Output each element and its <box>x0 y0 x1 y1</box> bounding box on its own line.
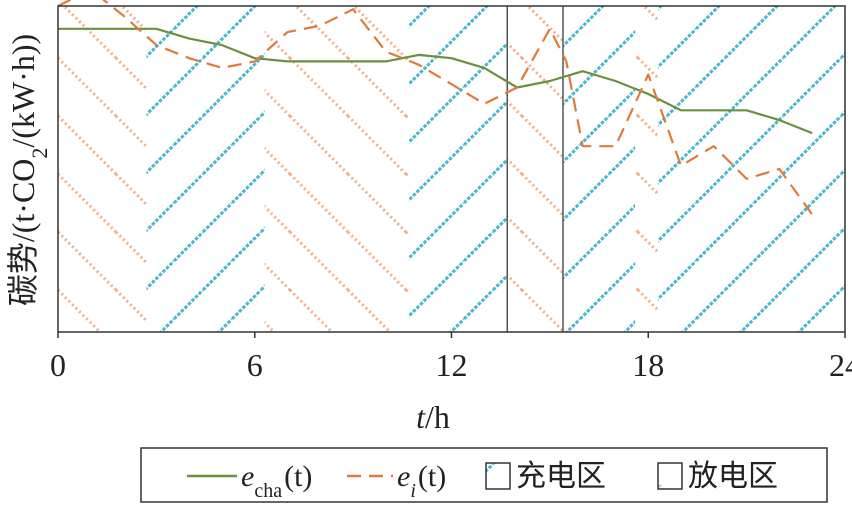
legend-swatch-charge <box>485 462 511 490</box>
x-tick-label-0: 0 <box>50 347 66 383</box>
region-discharge-0 <box>58 6 147 332</box>
legend-swatch-discharge <box>657 462 683 490</box>
series-lines <box>57 0 814 216</box>
series-line-e-i-t- <box>57 0 814 216</box>
region-charge-5 <box>562 6 636 332</box>
region-dividers <box>506 6 564 332</box>
x-tick-label-3: 18 <box>632 347 664 383</box>
legend-box <box>140 447 828 503</box>
x-axis-label: t/h <box>416 399 450 435</box>
legend-label-e-i: ei(t) <box>397 460 446 502</box>
region-discharge-2 <box>264 6 409 332</box>
legend-label-e-cha: echa(t) <box>241 460 312 502</box>
x-axis-ticks: 0 6 12 18 24 <box>50 332 852 383</box>
x-tick-label-1: 6 <box>247 347 263 383</box>
region-bands <box>58 6 845 332</box>
region-charge-1 <box>146 6 265 332</box>
legend: echa(t) ei(t) 充电区 放电区 <box>140 447 828 503</box>
y-axis-label: 碳势/(t·CO2/(kW·h)) <box>5 34 52 306</box>
legend-label-charge: 充电区 <box>516 460 606 493</box>
series-line-e-cha-t- <box>58 27 813 135</box>
region-charge-7 <box>658 6 845 332</box>
x-tick-label-4: 24 <box>829 347 852 383</box>
region-discharge-4 <box>507 6 563 332</box>
x-tick-label-2: 12 <box>436 347 468 383</box>
legend-label-discharge: 放电区 <box>688 460 778 493</box>
region-discharge-6 <box>635 6 659 332</box>
